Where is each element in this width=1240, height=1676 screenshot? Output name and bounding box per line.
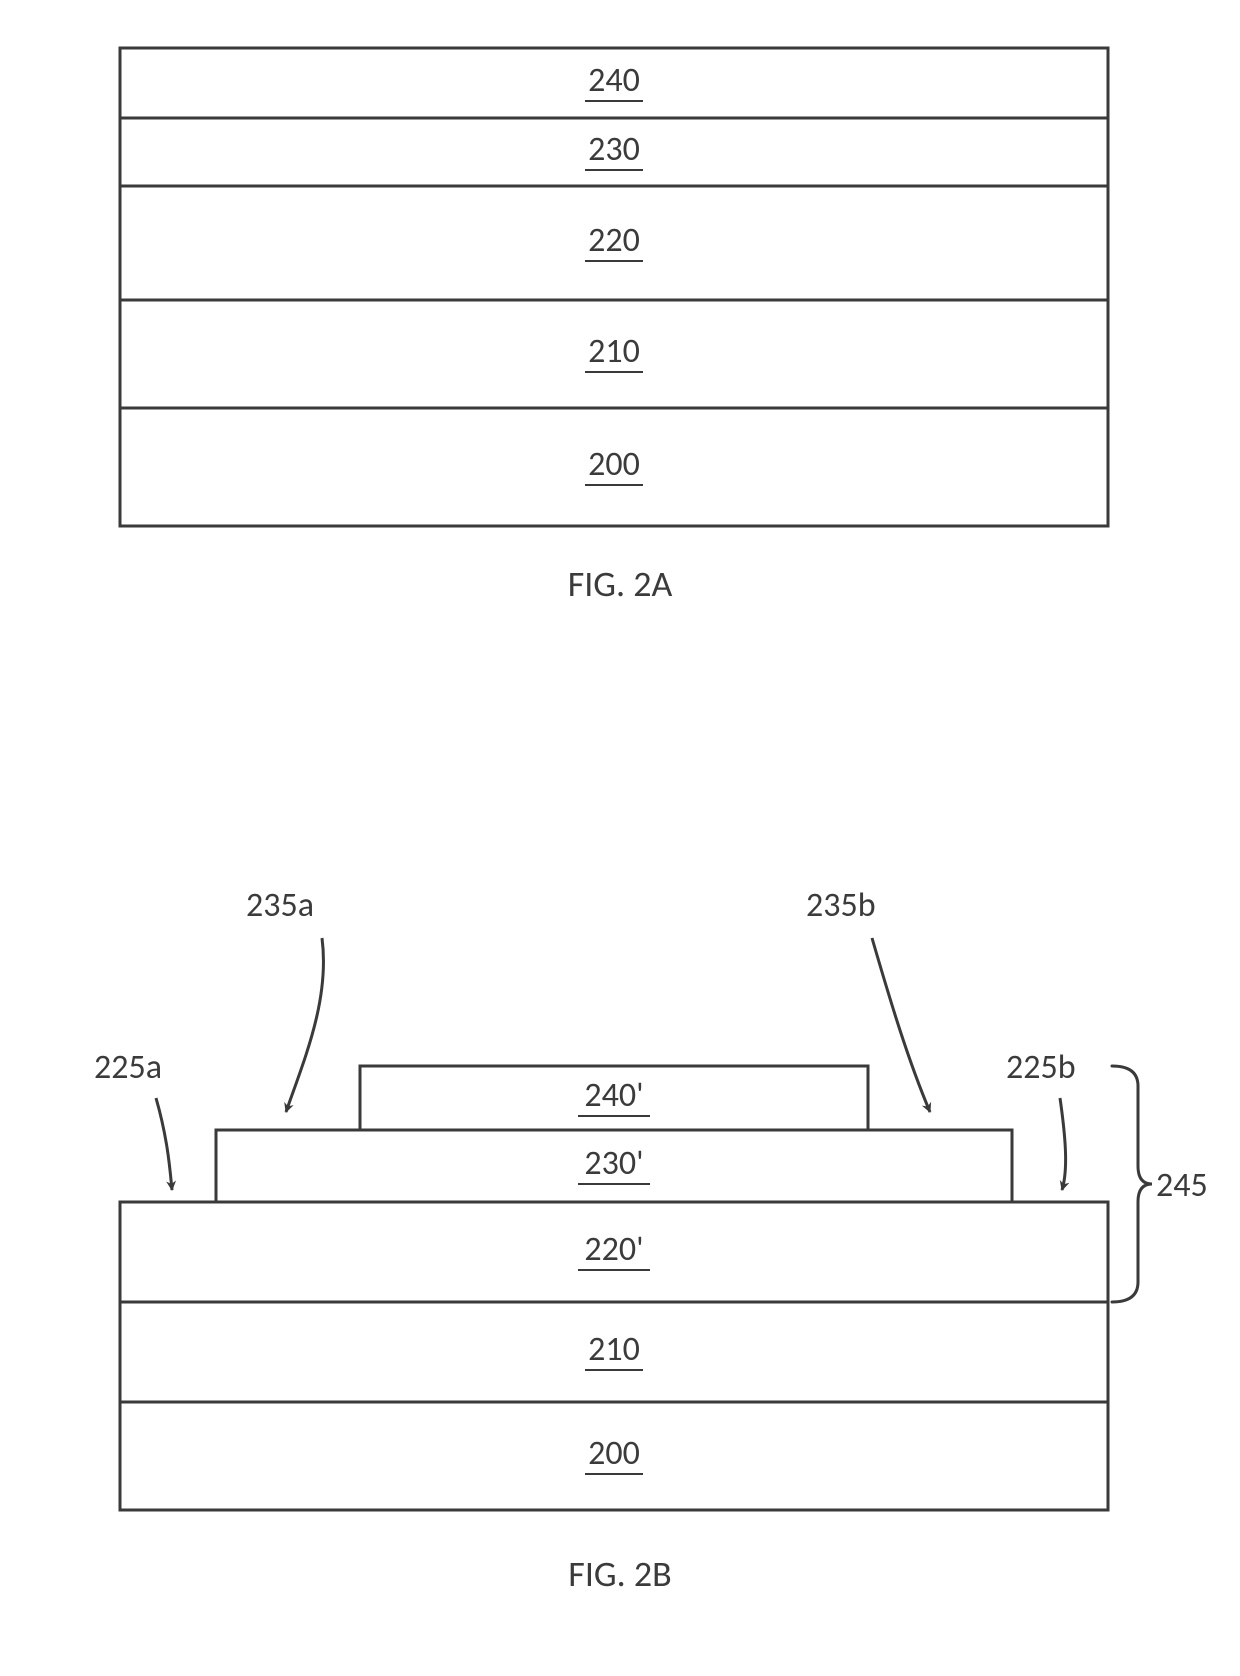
annotation-label: 225a bbox=[94, 1047, 162, 1088]
leader-a235b bbox=[872, 938, 930, 1112]
fig2b-layer-label: 210 bbox=[588, 1329, 640, 1370]
fig-2b: 200 210 220' 230' 240' bbox=[120, 1066, 1108, 1510]
fig2b-layer-label: 200 bbox=[588, 1433, 640, 1474]
fig-2a-caption: FIG. 2A bbox=[568, 562, 673, 606]
fig2a-layer-label: 230 bbox=[588, 129, 640, 170]
leader-a225a bbox=[156, 1098, 172, 1190]
leader-a225b bbox=[1060, 1098, 1066, 1190]
leader-a235a bbox=[286, 938, 323, 1112]
brace-245-label: 245 bbox=[1156, 1165, 1208, 1206]
fig2a-layer-label: 220 bbox=[588, 220, 640, 261]
fig-2a: 240 230 220 210 200 bbox=[120, 48, 1108, 526]
bracket-245: 245 bbox=[1112, 1066, 1208, 1302]
fig2b-layer-label: 240' bbox=[584, 1075, 643, 1116]
annotation-label: 225b bbox=[1006, 1047, 1076, 1088]
fig2a-layer-label: 210 bbox=[588, 331, 640, 372]
fig2b-layer-label: 220' bbox=[584, 1229, 643, 1270]
brace-245 bbox=[1112, 1066, 1152, 1302]
annotation-label: 235b bbox=[806, 885, 876, 926]
fig2b-layer-label: 230' bbox=[584, 1143, 643, 1184]
fig2a-layer-label: 200 bbox=[588, 444, 640, 485]
annotation-label: 235a bbox=[246, 885, 314, 926]
fig2a-layer-label: 240 bbox=[588, 60, 640, 101]
fig-2b-caption: FIG. 2B bbox=[568, 1552, 671, 1596]
